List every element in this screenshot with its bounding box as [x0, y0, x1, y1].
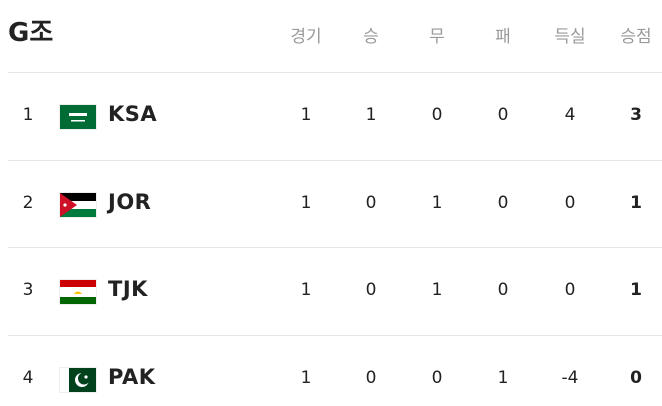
flag-icon [59, 191, 97, 218]
rank: 3 [22, 280, 34, 300]
stat-cell: 0 [564, 192, 576, 213]
stat-cell: 3 [630, 105, 642, 125]
flag [59, 104, 97, 130]
team-name: JOR [108, 189, 152, 214]
stat-cell: 0 [365, 367, 377, 388]
column-header: 무 [429, 27, 445, 47]
team-row: 2 JOR 1 0 1 0 0 1 [0, 160, 662, 248]
flag-icon [59, 366, 97, 393]
stat-cell: 1 [630, 280, 642, 300]
stat-cell: 1 [497, 367, 509, 388]
team-row: 4 PAK 1 0 0 1 -4 0 [0, 335, 662, 406]
stat-cell: 0 [365, 280, 377, 300]
stat-cell: 0 [497, 105, 509, 125]
team-row: 3 TJK 1 0 1 0 0 1 [0, 247, 662, 335]
stat-cell: 0 [497, 280, 509, 300]
team-name: TJK [108, 277, 148, 301]
column-header: 승점 [620, 27, 652, 47]
divider [8, 72, 662, 73]
column-header: 패 [495, 27, 511, 47]
stat-cell: 0 [564, 280, 576, 300]
divider [8, 247, 662, 248]
stat-cell: 0 [497, 192, 509, 213]
stat-cell: 1 [300, 367, 312, 388]
flag-icon [59, 279, 97, 305]
stat-cell: 0 [431, 105, 443, 125]
stat-cell: 1 [630, 192, 642, 213]
stat-cell: 0 [431, 367, 443, 388]
stat-cell: -4 [561, 367, 579, 388]
rank: 4 [22, 367, 34, 388]
column-header: 승 [363, 27, 379, 47]
stat-cell: 1 [300, 192, 312, 213]
stat-cell: 0 [365, 192, 377, 213]
rank: 2 [22, 192, 34, 213]
stat-cell: 4 [564, 105, 576, 125]
divider [8, 159, 662, 161]
stat-cell: 0 [630, 367, 642, 388]
group-title: G조 [8, 18, 54, 48]
stat-cell: 1 [300, 280, 312, 300]
flag [59, 191, 97, 218]
team-name: KSA [108, 102, 158, 126]
column-header: 득실 [554, 27, 586, 47]
stat-cell: 1 [431, 280, 443, 300]
flag [59, 366, 97, 393]
flag [59, 279, 97, 305]
stat-cell: 1 [431, 192, 443, 213]
stat-cell: 1 [300, 105, 312, 125]
stat-cell: 1 [365, 105, 377, 125]
team-row: 1 KSA 1 1 0 0 4 3 [0, 72, 662, 160]
team-name: PAK [108, 364, 156, 389]
flag-icon [59, 104, 97, 130]
rank: 1 [22, 105, 34, 125]
divider [8, 334, 662, 336]
column-header: 경기 [290, 27, 322, 47]
